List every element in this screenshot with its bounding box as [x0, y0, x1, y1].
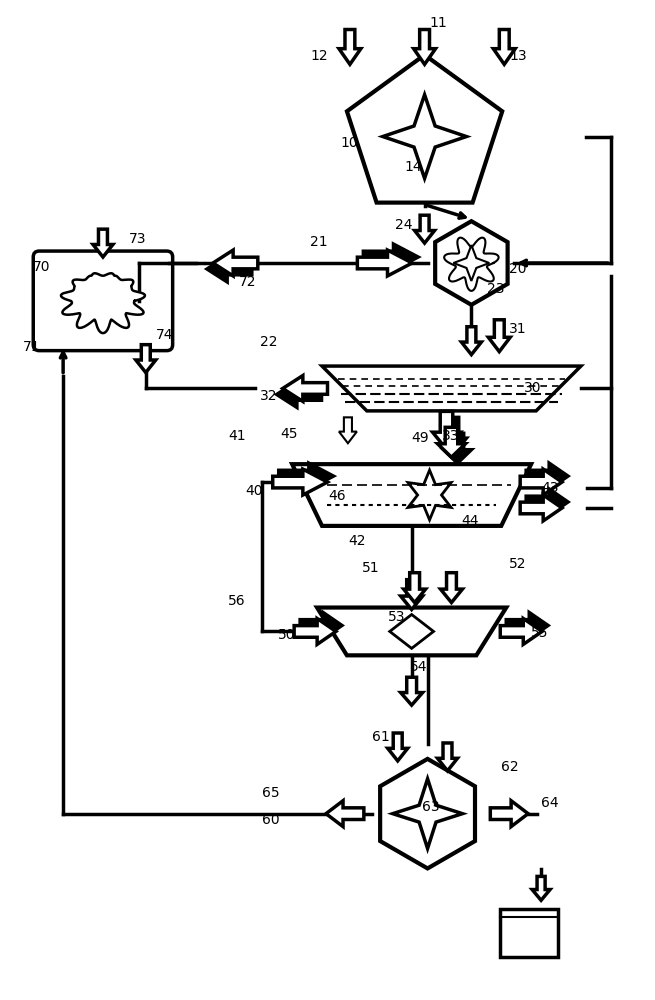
Polygon shape — [272, 469, 328, 495]
Text: 64: 64 — [541, 796, 559, 810]
Polygon shape — [493, 30, 515, 64]
Polygon shape — [526, 489, 568, 515]
Text: 44: 44 — [461, 514, 479, 528]
Text: 20: 20 — [509, 262, 527, 276]
Polygon shape — [506, 613, 548, 638]
Text: 40: 40 — [246, 484, 263, 498]
Polygon shape — [283, 376, 328, 401]
Polygon shape — [439, 417, 466, 455]
Text: 56: 56 — [229, 594, 246, 608]
Text: 65: 65 — [262, 786, 280, 800]
Text: 60: 60 — [262, 813, 280, 827]
Polygon shape — [207, 256, 252, 282]
Polygon shape — [61, 273, 145, 333]
Text: 30: 30 — [524, 381, 542, 395]
Text: 33: 33 — [441, 429, 459, 443]
Text: 43: 43 — [541, 481, 559, 495]
Polygon shape — [388, 733, 407, 761]
Polygon shape — [339, 417, 357, 443]
Polygon shape — [441, 573, 462, 603]
Text: 72: 72 — [238, 275, 256, 289]
Text: 42: 42 — [348, 534, 365, 548]
Polygon shape — [438, 743, 457, 771]
Text: 54: 54 — [409, 660, 427, 674]
Polygon shape — [213, 250, 258, 276]
Text: 46: 46 — [328, 489, 346, 503]
Text: 52: 52 — [509, 557, 527, 571]
Text: 45: 45 — [280, 427, 298, 441]
Polygon shape — [403, 573, 426, 603]
Text: 71: 71 — [24, 340, 41, 354]
Polygon shape — [358, 250, 412, 276]
Polygon shape — [326, 801, 364, 827]
Polygon shape — [520, 495, 562, 521]
Polygon shape — [339, 30, 361, 64]
Polygon shape — [93, 229, 113, 257]
Polygon shape — [500, 618, 542, 644]
Text: 12: 12 — [310, 49, 328, 63]
Text: 14: 14 — [405, 160, 422, 174]
Polygon shape — [443, 433, 472, 463]
Polygon shape — [532, 876, 550, 900]
Text: 21: 21 — [310, 235, 328, 249]
Text: 23: 23 — [487, 282, 505, 296]
Polygon shape — [401, 580, 422, 610]
Text: 50: 50 — [278, 628, 295, 642]
Text: 61: 61 — [372, 730, 390, 744]
Polygon shape — [526, 463, 568, 489]
Polygon shape — [489, 320, 510, 352]
Polygon shape — [432, 411, 460, 449]
Text: 51: 51 — [362, 561, 379, 575]
Polygon shape — [461, 327, 481, 355]
Polygon shape — [520, 469, 562, 495]
Polygon shape — [415, 215, 434, 243]
Polygon shape — [300, 613, 342, 638]
Text: 31: 31 — [509, 322, 527, 336]
FancyBboxPatch shape — [33, 251, 173, 351]
Polygon shape — [136, 345, 156, 373]
Polygon shape — [294, 618, 336, 644]
Text: 22: 22 — [260, 335, 278, 349]
Text: 13: 13 — [509, 49, 527, 63]
Polygon shape — [414, 30, 436, 64]
Polygon shape — [401, 677, 422, 705]
Polygon shape — [292, 464, 531, 526]
Polygon shape — [322, 366, 581, 411]
Text: 11: 11 — [430, 16, 447, 30]
Text: 63: 63 — [422, 800, 440, 814]
Text: 73: 73 — [129, 232, 146, 246]
Polygon shape — [276, 382, 322, 407]
Text: 24: 24 — [395, 218, 412, 232]
Text: 55: 55 — [531, 626, 549, 640]
Polygon shape — [317, 608, 506, 655]
Polygon shape — [279, 463, 333, 489]
Text: 49: 49 — [411, 431, 429, 445]
Text: 53: 53 — [388, 610, 405, 624]
Text: 10: 10 — [340, 136, 358, 150]
Text: 74: 74 — [156, 328, 173, 342]
Polygon shape — [438, 427, 466, 457]
Text: 32: 32 — [260, 389, 278, 403]
Text: 70: 70 — [33, 260, 50, 274]
Polygon shape — [364, 244, 418, 270]
Text: 62: 62 — [501, 760, 519, 774]
Text: 41: 41 — [229, 429, 246, 443]
Polygon shape — [491, 801, 528, 827]
